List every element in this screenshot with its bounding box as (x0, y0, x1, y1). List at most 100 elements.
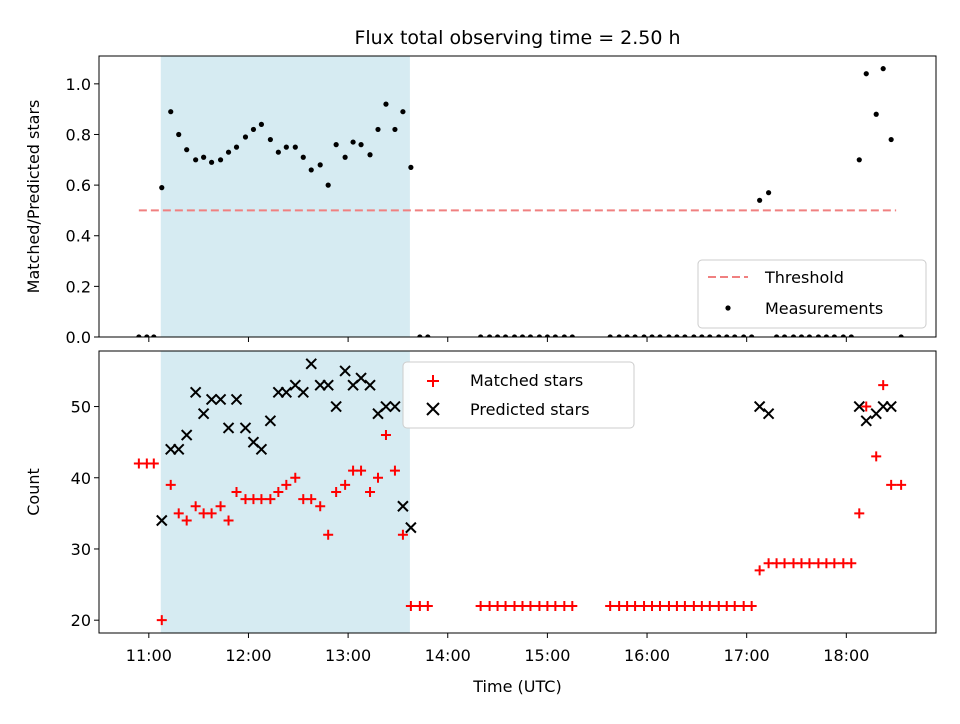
measurement-point (766, 190, 772, 196)
predicted-star-point (239, 422, 252, 434)
measurement-point (168, 109, 174, 115)
predicted-star-point (364, 379, 376, 391)
matched-star-point (630, 600, 641, 611)
matched-star-point (567, 600, 578, 611)
predicted-star-point (380, 400, 392, 413)
plot-area (136, 66, 904, 337)
measurement-point (527, 334, 534, 337)
matched-star-point (861, 401, 872, 412)
measurement-point (225, 149, 232, 155)
measurement-point (641, 334, 647, 337)
x-tick-label: 18:00 (823, 646, 869, 665)
predicted-star-point (885, 400, 897, 413)
matched-star-point (273, 487, 284, 497)
measurement-point (300, 154, 306, 160)
matched-star-point (746, 600, 757, 611)
y-tick-label: 20 (71, 611, 91, 630)
y-tick-label: 0.6 (66, 176, 91, 195)
x-axis-label: Time (UTC) (472, 677, 561, 696)
matched-star-point (165, 479, 176, 490)
measurement-point (716, 334, 722, 337)
measurement-point (691, 334, 697, 337)
matched-star-point (871, 451, 882, 462)
predicted-star-point (173, 443, 185, 455)
matched-star-point (886, 479, 897, 490)
legend-box (697, 259, 927, 329)
legend-matched-swatch (427, 375, 439, 387)
measurement-point (880, 66, 886, 72)
matched-star-point (315, 501, 326, 512)
y-tick-label: 1.0 (66, 75, 91, 94)
matched-star-point (148, 458, 159, 469)
predicted-star-point (214, 393, 227, 406)
measurement-point (682, 334, 688, 337)
matched-star-point (846, 558, 857, 569)
measurement-point (781, 334, 788, 337)
measurement-point (632, 334, 638, 337)
predicted-star-point (197, 407, 210, 420)
x-tick-label: 13:00 (325, 646, 371, 665)
matched-star-point (397, 529, 408, 540)
measurement-point (544, 334, 550, 337)
matched-star-point (475, 600, 486, 611)
measurement-point (815, 334, 822, 337)
measurement-point (392, 126, 398, 133)
matched-star-point (290, 472, 301, 483)
x-tick-label: 16:00 (624, 646, 670, 665)
matched-star-point (356, 465, 367, 476)
predicted-star-point (405, 521, 417, 534)
predicted-star-point (255, 443, 268, 455)
observing-window-shade (160, 56, 410, 337)
measurement-point (400, 109, 406, 115)
predicted-star-point (222, 422, 235, 434)
measurement-point (561, 334, 567, 337)
measurement-point (898, 334, 904, 337)
measurement-point (176, 131, 182, 138)
measurement-point (342, 154, 348, 160)
predicted-star-point (189, 386, 202, 399)
predicted-star-point (330, 400, 342, 413)
measurement-point (806, 334, 813, 337)
matched-star-point (323, 529, 334, 540)
legend-top: Threshold Measurements (697, 259, 927, 329)
measurement-point (367, 152, 373, 158)
x-tick-label: 17:00 (724, 646, 770, 665)
series-measurements (136, 66, 904, 337)
matched-star-point (223, 515, 234, 526)
matched-star-point (156, 615, 167, 626)
matched-star-point (896, 479, 907, 490)
measurement-point (607, 334, 613, 337)
measurement-point (325, 182, 331, 188)
predicted-star-point (264, 415, 277, 427)
x-tick-label: 14:00 (425, 646, 471, 665)
measurement-point (417, 334, 423, 337)
predicted-star-point (389, 400, 401, 413)
measurement-point (863, 71, 869, 77)
measurement-point (798, 334, 805, 337)
matched-star-point (804, 558, 815, 569)
matched-star-point (550, 600, 561, 611)
measurement-point (208, 159, 215, 165)
measurement-point (151, 334, 157, 337)
measurement-point (494, 334, 501, 337)
predicted-star-point (305, 358, 317, 370)
matched-star-point (206, 508, 217, 519)
measurement-point (888, 136, 894, 143)
measurement-point (283, 144, 289, 150)
y-tick-label: 30 (71, 540, 91, 559)
legend-threshold-label: Threshold (764, 268, 844, 287)
measurement-point (144, 334, 150, 337)
y-tick-label: 0.2 (66, 277, 91, 296)
matched-star-point (331, 487, 342, 497)
legend-predicted-swatch (426, 402, 440, 416)
measurement-point (136, 334, 142, 337)
measurement-point (275, 149, 281, 155)
measurement-point (724, 334, 730, 337)
predicted-star-point (339, 365, 351, 377)
matched-star-point (173, 508, 184, 519)
matched-star-point (679, 600, 690, 611)
measurement-point (292, 144, 298, 150)
x-tick-label: 15:00 (524, 646, 570, 665)
measurement-point (193, 157, 199, 163)
axes-panel-2: 20 30 40 50 11:00 12:00 13:00 14:00 15:00 16:00 17… (24, 350, 937, 696)
